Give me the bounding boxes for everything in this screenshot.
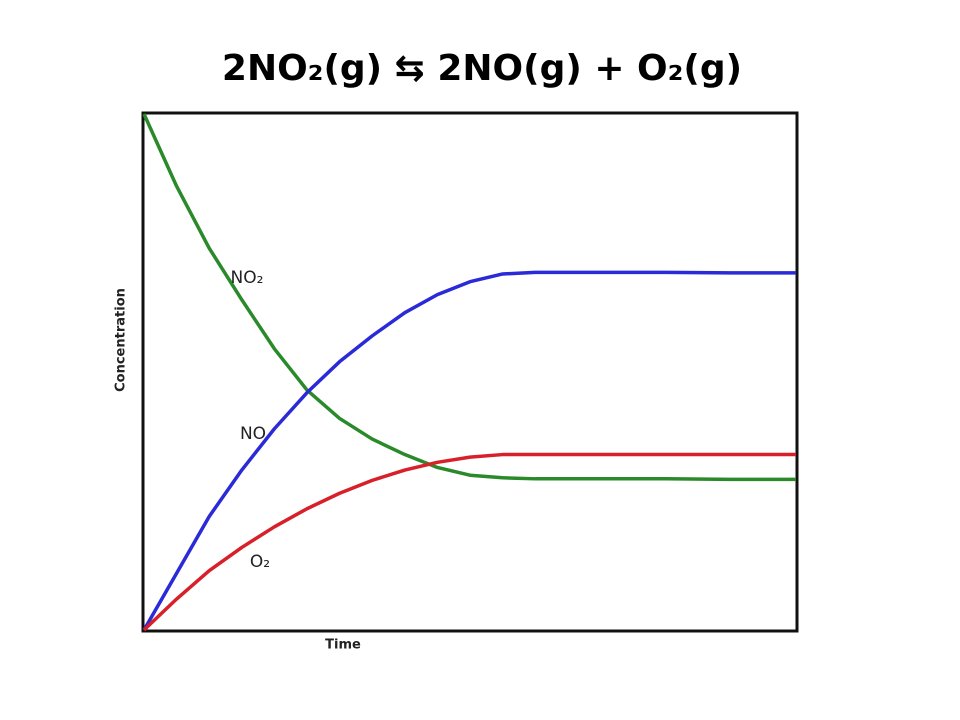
series-label: NO (240, 424, 266, 444)
series-label: O₂ (250, 552, 270, 572)
x-axis-label: Time (325, 638, 361, 653)
series-line (142, 113, 796, 482)
series-line (142, 270, 796, 631)
series-line (142, 452, 796, 632)
series-label: NO₂ (231, 268, 264, 288)
y-axis-label: Concentration (114, 288, 129, 392)
chart-title: 2NO₂(g) ⇆ 2NO(g) + O₂(g) (222, 48, 742, 89)
plot-frame (141, 111, 799, 633)
